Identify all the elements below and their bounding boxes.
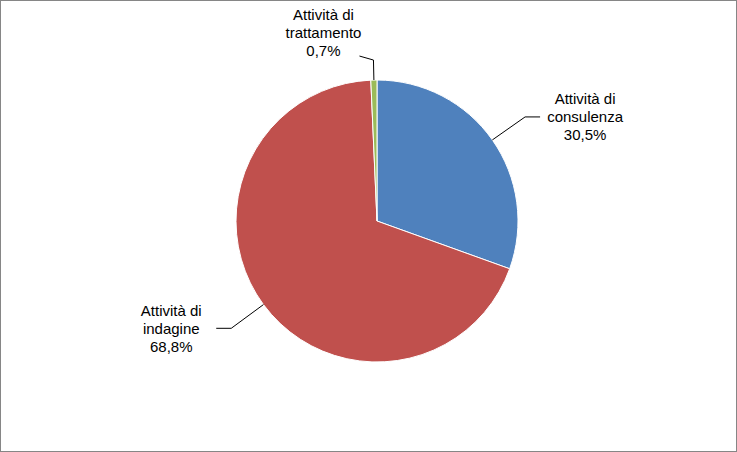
svg-text:trattamento: trattamento — [286, 24, 362, 41]
svg-text:Attività di: Attività di — [141, 302, 202, 319]
svg-text:consulenza: consulenza — [547, 108, 624, 125]
svg-text:Attività di: Attività di — [293, 6, 354, 23]
svg-text:Attività di: Attività di — [555, 90, 616, 107]
svg-text:68,8%: 68,8% — [150, 338, 193, 355]
svg-text:indagine: indagine — [143, 320, 200, 337]
svg-text:0,7%: 0,7% — [306, 42, 340, 59]
svg-text:30,5%: 30,5% — [564, 126, 607, 143]
